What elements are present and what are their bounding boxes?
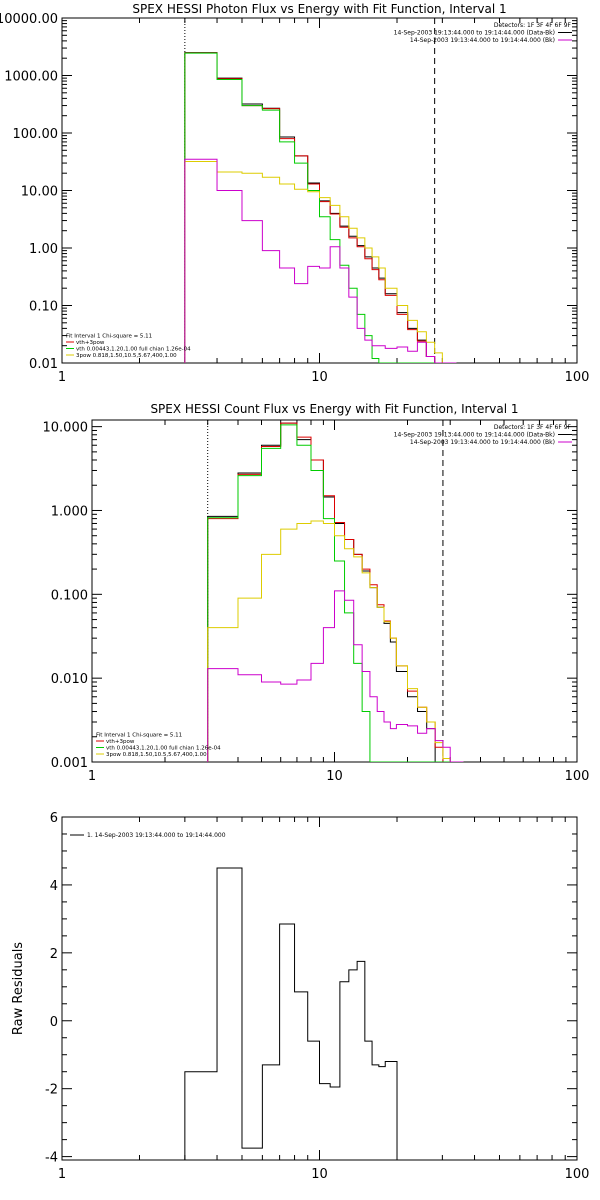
- y-tick-label: -4: [45, 1151, 58, 1166]
- x-tick-label: 10: [311, 1167, 328, 1182]
- legend-entry: vth+3pow: [76, 340, 105, 346]
- y-tick-label: 6: [50, 811, 58, 826]
- y-tick-label: 10000.00: [0, 12, 58, 27]
- x-tick-label: 1: [88, 769, 96, 784]
- y-tick-label: 4: [50, 879, 58, 894]
- x-tick-label: 100: [565, 1167, 590, 1182]
- legend-entry: Detectors: 1F 3F 4F 6F 9F: [494, 22, 572, 29]
- chart-title: SPEX HESSI Count Flux vs Energy with Fit…: [150, 402, 518, 416]
- y-tick-label: 0: [50, 1015, 58, 1030]
- legend-entry: 14-Sep-2003 19:13:44.000 to 19:14:44.000…: [410, 37, 555, 44]
- series-line-0: [184, 52, 457, 363]
- y-tick-label: 1.000: [51, 504, 88, 519]
- legend-entry: 1. 14-Sep-2003 19:13:44.000 to 19:14:44.…: [87, 832, 226, 839]
- legend-entry: vth+3pow: [106, 739, 135, 745]
- y-tick-label: 0.01: [29, 357, 58, 372]
- x-tick-label: 10: [326, 769, 343, 784]
- y-tick-label: -2: [45, 1083, 58, 1098]
- y-tick-label: 1000.00: [4, 70, 58, 85]
- series-line-4: [184, 158, 457, 363]
- series-line-3: [207, 520, 464, 762]
- legend-entry: Fit Interval 1 Chi-square = 5.11: [66, 334, 152, 340]
- y-tick-label: 10.00: [21, 185, 58, 200]
- series-line-0: [184, 867, 435, 1160]
- x-tick-label: 1: [58, 1167, 66, 1182]
- legend-entry: vth 0.00443,1.20,1.00 full chian 1.26e-0…: [76, 347, 191, 353]
- series-line-4: [207, 590, 464, 762]
- count-flux-plot: SPEX HESSI Count Flux vs Energy with Fit…: [43, 402, 590, 784]
- photon-flux-plot: SPEX HESSI Photon Flux vs Energy with Fi…: [0, 2, 589, 385]
- y-tick-label: 0.100: [51, 588, 88, 603]
- x-tick-label: 100: [565, 769, 590, 784]
- series-line-3: [184, 160, 457, 363]
- series-line-2: [184, 52, 457, 363]
- series-line-2: [207, 424, 464, 762]
- series-line-1: [184, 52, 457, 363]
- series-group: [184, 52, 457, 363]
- series-group: [207, 422, 464, 762]
- y-tick-label: 10.000: [43, 421, 89, 436]
- y-tick-label: 0.001: [51, 756, 88, 771]
- chart-title: SPEX HESSI Photon Flux vs Energy with Fi…: [132, 2, 506, 16]
- y-tick-label: 1.00: [29, 242, 58, 257]
- legend-entry: 14-Sep-2003 19:13:44.000 to 19:14:44.000…: [410, 439, 555, 446]
- legend-entry: vth 0.00443,1.20,1.00 full chian 1.26e-0…: [106, 746, 221, 752]
- legend-entry: Fit Interval 1 Chi-square = 5.11: [96, 733, 182, 739]
- legend-entry: 14-Sep-2003 19:13:44.000 to 19:14:44.000…: [394, 432, 555, 439]
- series-group: [184, 867, 435, 1160]
- y-tick-label: 0.010: [51, 672, 88, 687]
- residuals-plot: Raw Residuals 1 10 100 -4 -2 0 2 4 6 1. 14-Sep-200…: [11, 811, 589, 1182]
- legend-entry: 3pow 0.818,1.50,10.5,5.67,400,1.00: [106, 752, 207, 758]
- plot-frame: [61, 816, 578, 1161]
- x-tick-label: 100: [565, 370, 590, 385]
- y-tick-label: 100.00: [13, 127, 59, 142]
- legend-entry: 14-Sep-2003 19:13:44.000 to 19:14:44.000…: [394, 30, 555, 37]
- legend-entry: 3pow 0.818,1.50,10.5,5.67,400,1.00: [76, 353, 177, 359]
- y-tick-label: 0.10: [29, 300, 58, 315]
- x-tick-label: 1: [58, 370, 66, 385]
- legend-entry: Detectors: 1F 3F 4F 6F 9F: [494, 424, 572, 431]
- y-tick-label: 2: [50, 947, 58, 962]
- x-tick-label: 10: [311, 370, 328, 385]
- y-axis-label: Raw Residuals: [11, 942, 26, 1035]
